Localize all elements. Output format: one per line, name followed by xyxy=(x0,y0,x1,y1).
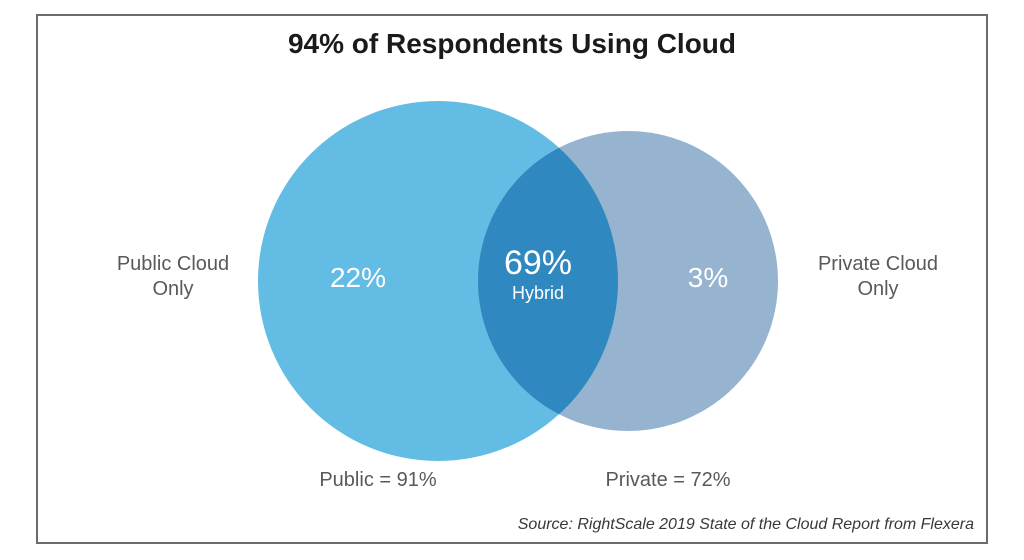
public-total-label: Public = 91% xyxy=(278,468,478,493)
chart-frame: 94% of Respondents Using Cloud 22% 69% H… xyxy=(36,14,988,544)
left-outer-label-line2: Only xyxy=(98,277,248,302)
venn-left-pct: 22% xyxy=(318,262,398,294)
right-outer-label: Private Cloud Only xyxy=(798,252,958,302)
right-outer-label-line2: Only xyxy=(798,277,958,302)
venn-right-pct: 3% xyxy=(678,262,738,294)
venn-center-block: 69% Hybrid xyxy=(478,244,598,304)
private-total-label: Private = 72% xyxy=(568,468,768,493)
right-outer-label-line1: Private Cloud xyxy=(798,252,958,277)
source-citation: Source: RightScale 2019 State of the Clo… xyxy=(518,516,974,534)
left-outer-label: Public Cloud Only xyxy=(98,252,248,302)
venn-center-sub: Hybrid xyxy=(478,283,598,304)
venn-center-pct: 69% xyxy=(478,244,598,283)
left-outer-label-line1: Public Cloud xyxy=(98,252,248,277)
